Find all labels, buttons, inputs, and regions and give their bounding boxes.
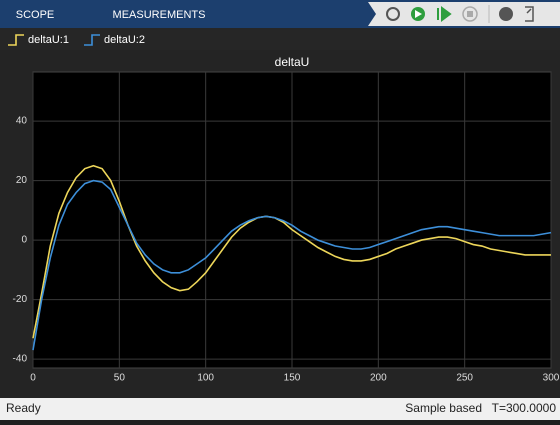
toolbar-icons — [386, 5, 534, 23]
y-tick-label: 0 — [21, 235, 27, 246]
x-tick-label: 200 — [370, 373, 387, 384]
x-tick-label: 300 — [543, 373, 560, 384]
legend-swatch — [84, 34, 100, 46]
step-icon[interactable] — [437, 6, 452, 22]
x-tick-label: 150 — [284, 373, 301, 384]
x-tick-label: 250 — [456, 373, 473, 384]
series-line — [32, 179, 552, 351]
y-tick-label: 40 — [16, 116, 28, 127]
x-tick-label: 50 — [114, 373, 126, 384]
legend-swatch — [8, 34, 24, 46]
legend-label: deltaU:1 — [28, 34, 69, 46]
series-line — [32, 164, 551, 339]
settings-icon[interactable] — [386, 7, 400, 21]
sample-mode: Sample based — [405, 401, 482, 415]
undock-icon[interactable] — [525, 6, 534, 22]
tab[interactable]: MEASUREMENTS — [113, 9, 206, 21]
chart-title: deltaU — [275, 55, 310, 69]
status-text: Ready — [6, 401, 41, 415]
y-tick-label: 20 — [16, 175, 28, 186]
y-tick-label: -20 — [13, 294, 28, 305]
x-tick-label: 100 — [197, 373, 214, 384]
legend-label: deltaU:2 — [104, 34, 145, 46]
legend: deltaU:1 deltaU:2 — [8, 34, 145, 46]
sim-time: T=300.0000 — [492, 401, 557, 415]
plot-layer: -40 -20 0 20 40 0 50 100 150 200 250 300 — [13, 72, 560, 384]
stop-glyph — [467, 11, 473, 17]
x-tick-label: 0 — [30, 373, 36, 384]
quick-access-bar — [368, 2, 560, 26]
y-tick-label: -40 — [13, 354, 28, 365]
status-bar — [0, 398, 560, 420]
stop-icon[interactable] — [462, 6, 478, 22]
run-glyph — [415, 10, 422, 18]
tab[interactable]: SCOPE — [16, 9, 55, 21]
help-icon[interactable] — [499, 7, 513, 21]
legend-bar — [0, 28, 560, 50]
